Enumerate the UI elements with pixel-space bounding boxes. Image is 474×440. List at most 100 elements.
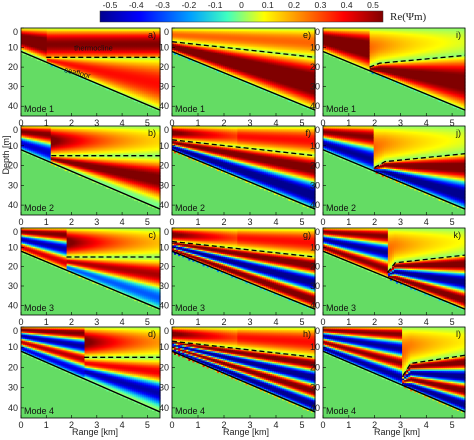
heatmap-cell <box>52 36 56 39</box>
heatmap-cell <box>122 58 125 61</box>
heatmap-cell <box>112 38 115 41</box>
heatmap-cell <box>112 45 115 48</box>
heatmap-cell <box>138 35 141 38</box>
heatmap-cell <box>86 33 90 36</box>
heatmap-cell <box>36 32 40 35</box>
heatmap-cell <box>136 63 139 66</box>
heatmap-cell <box>90 63 94 66</box>
heatmap-cell <box>80 52 84 55</box>
thermocline-annotation: thermocline <box>74 43 113 52</box>
heatmap-cell <box>96 39 100 42</box>
heatmap-cell <box>50 39 54 42</box>
heatmap-cell <box>100 72 104 75</box>
heatmap-cell <box>54 30 58 33</box>
heatmap-cell <box>70 58 74 61</box>
heatmap-cell <box>108 63 111 66</box>
heatmap-cell <box>66 63 70 66</box>
heatmap-cell <box>104 36 107 39</box>
heatmap-cell <box>124 47 127 50</box>
heatmap-cell <box>76 41 80 44</box>
heatmap-cell <box>112 57 115 60</box>
heatmap-cell <box>66 58 70 61</box>
heatmap-cell <box>108 33 111 36</box>
heatmap-cell <box>76 51 80 54</box>
heatmap-cell <box>92 28 96 31</box>
heatmap-cell <box>100 73 104 76</box>
heatmap-cell <box>108 70 111 73</box>
heatmap-cell <box>110 89 113 92</box>
y-tick-label: 30 <box>8 82 18 92</box>
heatmap-cell <box>64 41 68 44</box>
heatmap-cell <box>62 44 66 47</box>
heatmap-cell <box>118 88 121 91</box>
heatmap-cell <box>132 63 135 66</box>
heatmap-cell <box>26 42 30 45</box>
heatmap-cell <box>50 29 54 32</box>
heatmap-cell <box>80 33 84 36</box>
heatmap-cell <box>26 29 30 32</box>
heatmap-cell <box>104 70 107 73</box>
heatmap-cell <box>130 66 133 69</box>
heatmap-cell <box>114 38 117 41</box>
heatmap-cell <box>46 39 50 42</box>
heatmap-cell <box>122 82 125 85</box>
heatmap-cell <box>92 74 96 77</box>
heatmap-cell <box>22 44 26 47</box>
heatmap-cell <box>136 70 139 73</box>
heatmap-cell <box>100 54 104 57</box>
heatmap-cell <box>90 48 94 51</box>
heatmap-cell <box>74 50 78 53</box>
heatmap-cell <box>128 50 131 53</box>
heatmap-cell <box>120 74 123 77</box>
heatmap-cell <box>82 45 86 48</box>
heatmap-cell <box>112 70 115 73</box>
heatmap-cell <box>124 64 127 67</box>
heatmap-cell <box>82 47 86 50</box>
heatmap-cell <box>118 69 121 72</box>
heatmap-cell <box>114 89 117 92</box>
heatmap-cell <box>78 54 82 57</box>
heatmap-cell <box>116 28 119 31</box>
heatmap-cell <box>114 35 117 38</box>
heatmap-cell <box>114 51 117 54</box>
heatmap-cell <box>82 72 86 75</box>
heatmap-cell <box>36 54 40 57</box>
heatmap-cell <box>48 48 52 51</box>
colorbar-tick-label: 0.2 <box>288 0 300 10</box>
heatmap-cell <box>86 54 90 57</box>
heatmap-cell <box>128 73 131 76</box>
heatmap-cell <box>96 47 100 50</box>
heatmap-cell <box>114 80 117 83</box>
heatmap-cell <box>62 42 66 45</box>
heatmap-cell <box>82 52 86 55</box>
heatmap-cell <box>134 82 137 85</box>
heatmap-cell <box>116 88 119 91</box>
heatmap-cell <box>124 86 127 89</box>
heatmap-cell <box>120 86 123 89</box>
heatmap-cell <box>120 89 123 92</box>
heatmap-cell <box>60 57 64 60</box>
heatmap-cell <box>126 42 129 45</box>
heatmap-cell <box>100 33 104 36</box>
heatmap-cell <box>108 77 111 80</box>
heatmap-cell <box>86 35 90 38</box>
heatmap-cell <box>98 32 102 35</box>
heatmap-cell <box>110 32 113 35</box>
heatmap-cell <box>68 48 72 51</box>
heatmap-cell <box>94 36 98 39</box>
heatmap-cell <box>132 76 135 79</box>
heatmap-cell <box>100 36 104 39</box>
heatmap-cell <box>92 42 96 45</box>
heatmap-cell <box>64 63 68 66</box>
heatmap-cell <box>126 80 129 83</box>
heatmap-cell <box>122 55 125 58</box>
heatmap-cell <box>46 58 50 61</box>
heatmap-cell <box>116 89 119 92</box>
heatmap-cell <box>114 42 117 45</box>
heatmap-cell <box>114 54 117 57</box>
heatmap-cell <box>46 28 50 31</box>
heatmap-cell <box>66 33 70 36</box>
heatmap-cell <box>24 44 28 47</box>
heatmap-cell <box>56 54 60 57</box>
heatmap-cell <box>70 39 74 42</box>
